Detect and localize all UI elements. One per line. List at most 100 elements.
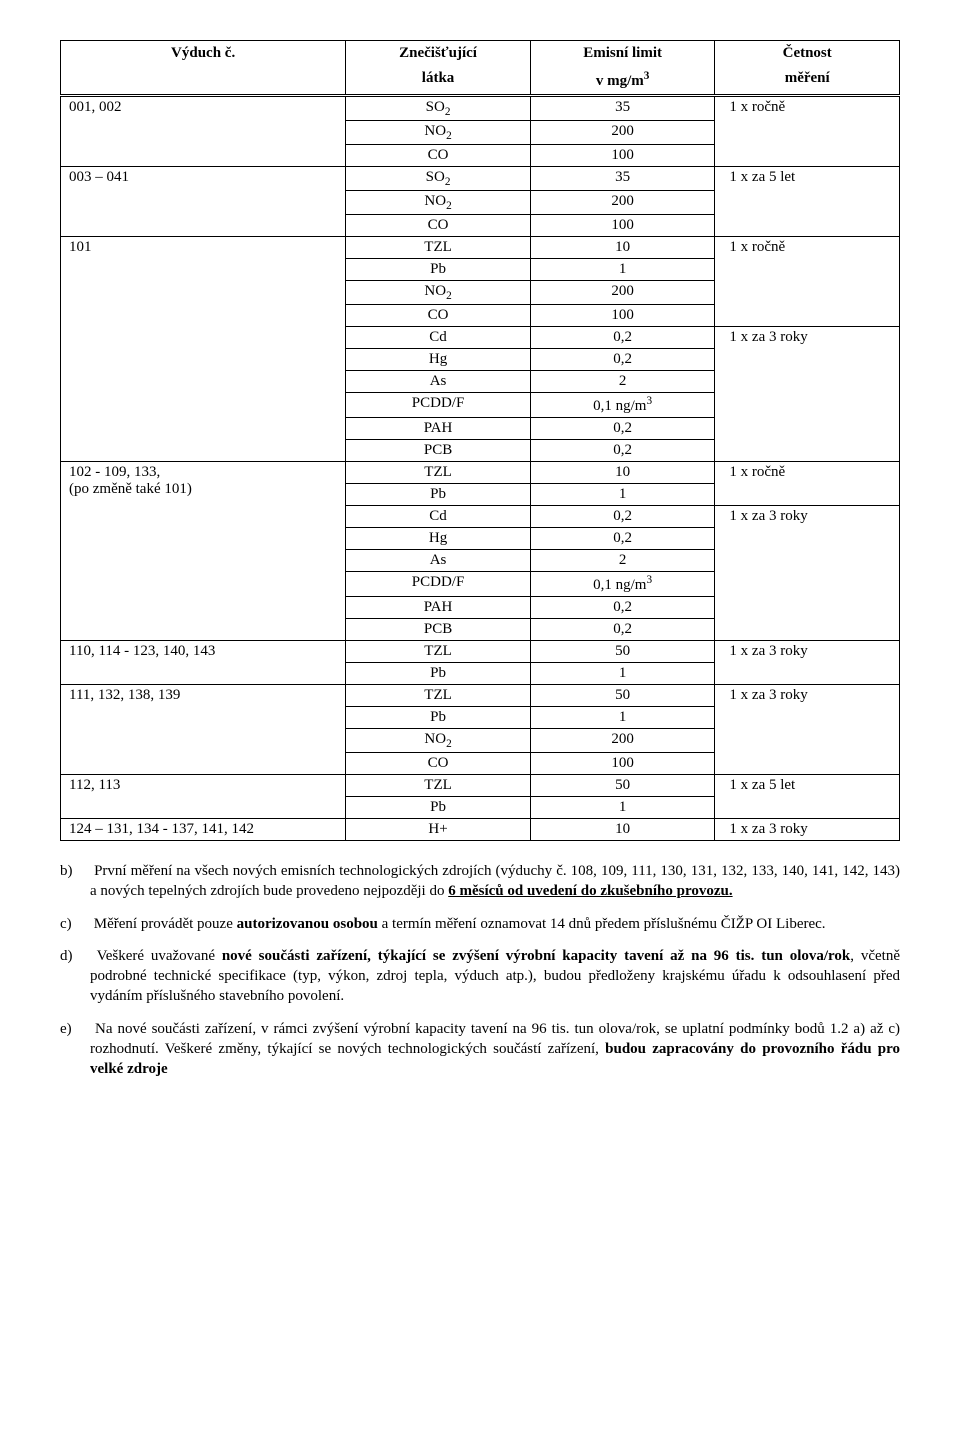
value-cell: 50 bbox=[530, 641, 715, 663]
header-cetnost-1: Četnost bbox=[715, 41, 900, 67]
table-row: 102 - 109, 133,(po změně také 101)TZL101… bbox=[61, 462, 900, 484]
value-cell: 100 bbox=[530, 305, 715, 327]
pollutant-cell: PCB bbox=[346, 619, 531, 641]
value-cell: 100 bbox=[530, 215, 715, 237]
header-cetnost-2: měření bbox=[715, 66, 900, 96]
paragraph-e: e) Na nové součásti zařízení, v rámci zv… bbox=[60, 1019, 900, 1080]
value-cell: 35 bbox=[530, 96, 715, 121]
value-cell: 10 bbox=[530, 237, 715, 259]
vyduch-cell: 102 - 109, 133,(po změně také 101) bbox=[61, 462, 346, 641]
marker-c: c) bbox=[60, 914, 90, 934]
table-row: 001, 002SO2351 x ročně bbox=[61, 96, 900, 121]
vyduch-cell: 101 bbox=[61, 237, 346, 462]
value-cell: 0,2 bbox=[530, 440, 715, 462]
para-d-t1: Veškeré uvažované bbox=[97, 948, 222, 964]
pollutant-cell: TZL bbox=[346, 237, 531, 259]
pollutant-cell: PCB bbox=[346, 440, 531, 462]
pollutant-cell: CO bbox=[346, 215, 531, 237]
frequency-cell: 1 x ročně bbox=[715, 237, 900, 327]
pollutant-cell: CO bbox=[346, 753, 531, 775]
value-cell: 0,2 bbox=[530, 597, 715, 619]
pollutant-cell: NO2 bbox=[346, 121, 531, 145]
value-cell: 1 bbox=[530, 259, 715, 281]
para-d-b1: nové součásti zařízení, týkající se zvýš… bbox=[222, 948, 850, 964]
marker-e: e) bbox=[60, 1019, 90, 1039]
pollutant-cell: As bbox=[346, 371, 531, 393]
pollutant-cell: NO2 bbox=[346, 281, 531, 305]
emissions-table: Výduch č. Znečišťující Emisní limit Četn… bbox=[60, 40, 900, 841]
table-row: 110, 114 - 123, 140, 143TZL501 x za 3 ro… bbox=[61, 641, 900, 663]
value-cell: 35 bbox=[530, 167, 715, 191]
pollutant-cell: Pb bbox=[346, 663, 531, 685]
pollutant-cell: Hg bbox=[346, 528, 531, 550]
paragraph-d: d) Veškeré uvažované nové součásti zaříz… bbox=[60, 946, 900, 1007]
value-cell: 1 bbox=[530, 484, 715, 506]
pollutant-cell: Cd bbox=[346, 506, 531, 528]
pollutant-cell: SO2 bbox=[346, 167, 531, 191]
pollutant-cell: Pb bbox=[346, 259, 531, 281]
value-cell: 10 bbox=[530, 462, 715, 484]
marker-b: b) bbox=[60, 861, 90, 881]
value-cell: 0,2 bbox=[530, 327, 715, 349]
table-row: 112, 113TZL501 x za 5 let bbox=[61, 775, 900, 797]
pollutant-cell: CO bbox=[346, 305, 531, 327]
value-cell: 200 bbox=[530, 281, 715, 305]
pollutant-cell: NO2 bbox=[346, 729, 531, 753]
frequency-cell: 1 x za 3 roky bbox=[715, 819, 900, 841]
value-cell: 50 bbox=[530, 685, 715, 707]
value-cell: 100 bbox=[530, 753, 715, 775]
frequency-cell: 1 x za 3 roky bbox=[715, 685, 900, 775]
value-cell: 1 bbox=[530, 707, 715, 729]
vyduch-cell: 111, 132, 138, 139 bbox=[61, 685, 346, 775]
header-latka-2: látka bbox=[346, 66, 531, 96]
pollutant-cell: TZL bbox=[346, 462, 531, 484]
pollutant-cell: PAH bbox=[346, 418, 531, 440]
pollutant-cell: Pb bbox=[346, 484, 531, 506]
value-cell: 0,1 ng/m3 bbox=[530, 572, 715, 597]
table-body: 001, 002SO2351 x ročněNO2200CO100003 – 0… bbox=[61, 96, 900, 841]
paragraph-c: c) Měření provádět pouze autorizovanou o… bbox=[60, 914, 900, 934]
header-vyduch: Výduch č. bbox=[61, 41, 346, 96]
para-c-t1: Měření provádět pouze bbox=[94, 916, 237, 932]
frequency-cell: 1 x za 3 roky bbox=[715, 641, 900, 685]
header-limit-2: v mg/m3 bbox=[530, 66, 715, 96]
value-cell: 2 bbox=[530, 371, 715, 393]
value-cell: 50 bbox=[530, 775, 715, 797]
value-cell: 200 bbox=[530, 191, 715, 215]
pollutant-cell: NO2 bbox=[346, 191, 531, 215]
table-row: 111, 132, 138, 139TZL501 x za 3 roky bbox=[61, 685, 900, 707]
frequency-cell: 1 x ročně bbox=[715, 96, 900, 167]
frequency-cell: 1 x za 3 roky bbox=[715, 327, 900, 462]
value-cell: 0,2 bbox=[530, 418, 715, 440]
value-cell: 200 bbox=[530, 729, 715, 753]
para-c-t2: a termín měření oznamovat 14 dnů předem … bbox=[378, 916, 826, 932]
pollutant-cell: TZL bbox=[346, 685, 531, 707]
para-b-bold: 6 měsíců od uvedení do zkušebního provoz… bbox=[448, 883, 732, 899]
vyduch-cell: 124 – 131, 134 - 137, 141, 142 bbox=[61, 819, 346, 841]
pollutant-cell: Hg bbox=[346, 349, 531, 371]
table-row: 124 – 131, 134 - 137, 141, 142H+101 x za… bbox=[61, 819, 900, 841]
pollutant-cell: PCDD/F bbox=[346, 393, 531, 418]
pollutant-cell: As bbox=[346, 550, 531, 572]
table-header: Výduch č. Znečišťující Emisní limit Četn… bbox=[61, 41, 900, 96]
vyduch-cell: 003 – 041 bbox=[61, 167, 346, 237]
frequency-cell: 1 x ročně bbox=[715, 462, 900, 506]
frequency-cell: 1 x za 5 let bbox=[715, 775, 900, 819]
vyduch-cell: 110, 114 - 123, 140, 143 bbox=[61, 641, 346, 685]
value-cell: 0,1 ng/m3 bbox=[530, 393, 715, 418]
value-cell: 2 bbox=[530, 550, 715, 572]
pollutant-cell: H+ bbox=[346, 819, 531, 841]
value-cell: 0,2 bbox=[530, 506, 715, 528]
value-cell: 10 bbox=[530, 819, 715, 841]
pollutant-cell: SO2 bbox=[346, 96, 531, 121]
pollutant-cell: CO bbox=[346, 145, 531, 167]
value-cell: 1 bbox=[530, 797, 715, 819]
value-cell: 1 bbox=[530, 663, 715, 685]
pollutant-cell: PAH bbox=[346, 597, 531, 619]
value-cell: 0,2 bbox=[530, 528, 715, 550]
frequency-cell: 1 x za 3 roky bbox=[715, 506, 900, 641]
table-row: 003 – 041SO2351 x za 5 let bbox=[61, 167, 900, 191]
pollutant-cell: Cd bbox=[346, 327, 531, 349]
pollutant-cell: TZL bbox=[346, 641, 531, 663]
pollutant-cell: Pb bbox=[346, 797, 531, 819]
